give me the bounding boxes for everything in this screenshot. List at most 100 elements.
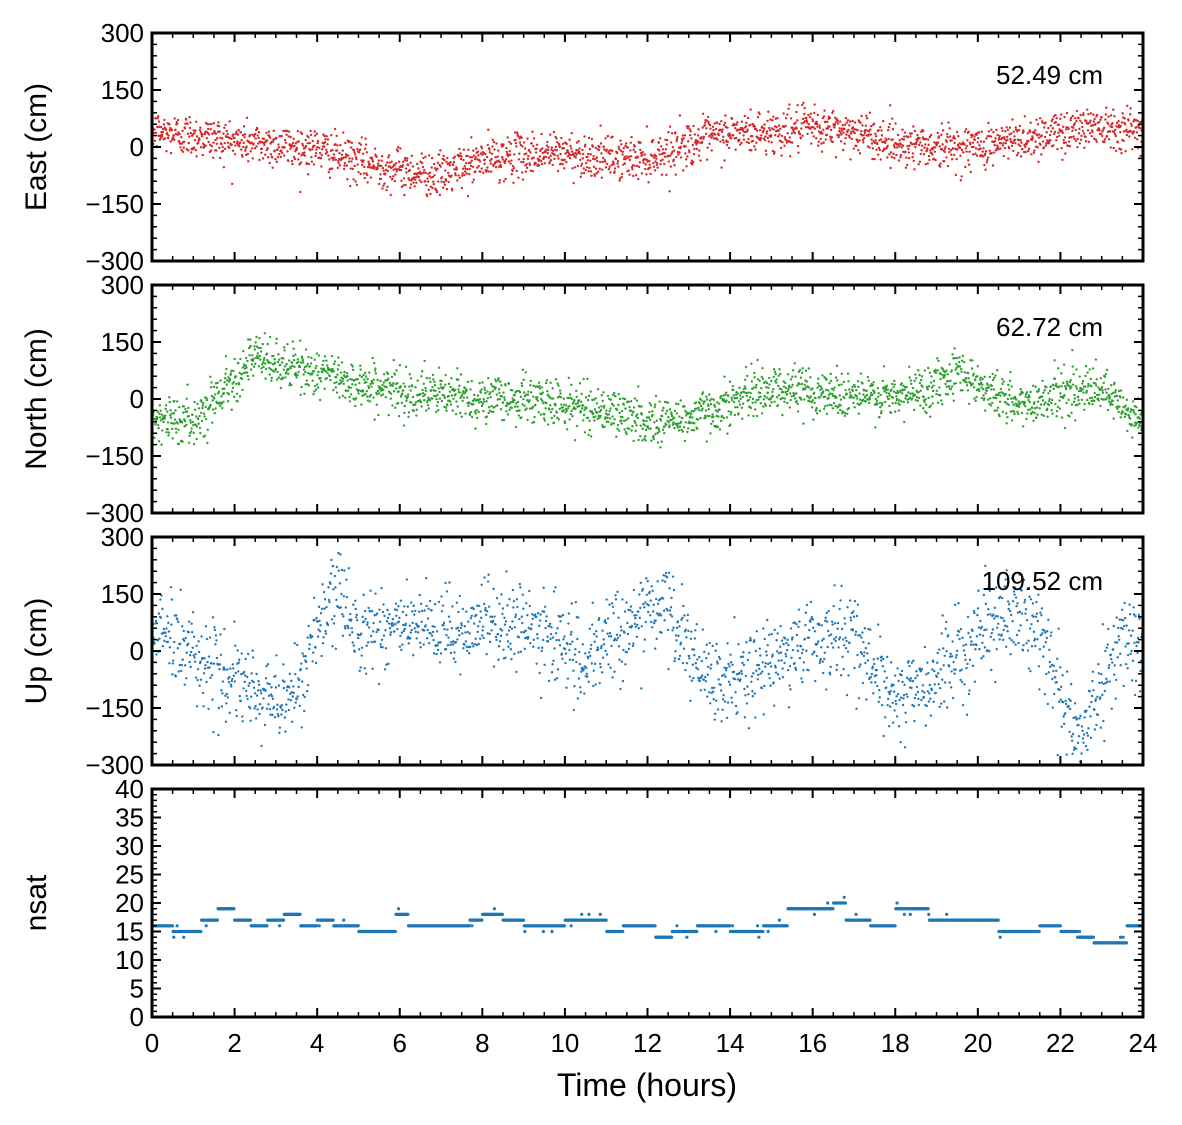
east-point: [1099, 132, 1103, 135]
north-point: [835, 396, 838, 399]
east-point: [870, 138, 873, 141]
north-point: [337, 356, 340, 359]
north-point: [777, 384, 780, 388]
east-point: [912, 125, 915, 128]
east-point: [999, 147, 1002, 150]
north-point: [650, 439, 653, 442]
east-point: [1057, 131, 1060, 134]
east-point: [907, 147, 910, 151]
east-point: [976, 136, 980, 140]
north-point: [449, 400, 452, 403]
east-point: [234, 144, 237, 147]
east-point: [257, 130, 261, 134]
north-point: [907, 391, 910, 394]
north-point: [280, 361, 284, 364]
east-point: [999, 142, 1003, 145]
east-point: [623, 162, 627, 165]
east-point: [819, 137, 822, 141]
north-point: [1075, 387, 1079, 390]
east-point: [1100, 116, 1103, 119]
east-point: [894, 122, 897, 125]
north-point: [200, 419, 204, 423]
north-point: [1052, 387, 1055, 390]
east-point: [949, 149, 953, 152]
north-point: [314, 388, 318, 391]
north-point: [474, 412, 478, 415]
east-point: [547, 156, 551, 160]
east-point: [845, 133, 848, 136]
east-point: [665, 138, 669, 142]
north-point: [216, 381, 219, 385]
north-point: [874, 426, 877, 429]
north-point: [248, 354, 251, 357]
east-point: [505, 146, 508, 150]
east-point: [610, 163, 613, 167]
north-point: [289, 366, 292, 370]
north-point: [316, 386, 320, 389]
east-point: [422, 171, 426, 174]
north-point: [853, 406, 856, 409]
east-point: [1015, 153, 1019, 157]
east-point: [1119, 148, 1123, 151]
north-point: [570, 409, 573, 413]
east-point: [669, 154, 672, 157]
east-point: [525, 162, 528, 166]
east-point: [313, 144, 316, 147]
east-point: [291, 141, 295, 145]
east-point: [1112, 146, 1115, 150]
north-point: [793, 397, 797, 400]
east-point: [1017, 128, 1021, 132]
north-point: [521, 403, 524, 406]
east-point: [547, 146, 550, 149]
east-point: [822, 115, 826, 118]
east-point: [709, 127, 712, 130]
east-point: [726, 140, 730, 143]
north-point: [635, 399, 639, 402]
north-point: [608, 417, 612, 420]
north-point: [301, 361, 305, 364]
east-point: [474, 170, 477, 173]
north-point: [620, 422, 623, 425]
north-point: [730, 396, 733, 399]
north-point: [725, 399, 728, 402]
east-point: [342, 131, 345, 134]
east-point: [950, 153, 953, 156]
north-point: [805, 380, 808, 383]
east-point: [725, 143, 729, 147]
north-point: [711, 413, 714, 416]
east-point: [1136, 119, 1139, 122]
north-point: [458, 411, 462, 415]
north-point: [943, 373, 946, 377]
north-point: [593, 408, 597, 411]
east-point: [418, 170, 422, 173]
east-point: [468, 155, 472, 159]
north-point: [865, 389, 868, 393]
north-point: [744, 387, 747, 390]
north-point: [288, 382, 292, 385]
north-point: [439, 383, 442, 386]
north-point: [611, 415, 614, 418]
north-point: [835, 364, 839, 368]
east-point: [1054, 113, 1057, 117]
north-point: [518, 409, 521, 412]
east-point: [658, 153, 661, 156]
east-point: [222, 166, 226, 169]
north-point: [522, 391, 526, 394]
east-point: [397, 160, 401, 163]
north-point: [160, 443, 163, 446]
east-point: [420, 180, 423, 184]
east-point: [905, 163, 909, 167]
east-point: [276, 148, 279, 151]
east-point: [530, 142, 533, 145]
north-point: [1089, 377, 1093, 381]
north-point: [314, 366, 317, 370]
north-point: [199, 411, 203, 415]
east-point: [837, 134, 841, 137]
east-point: [691, 163, 694, 166]
east-point: [468, 167, 471, 171]
east-point: [239, 131, 243, 134]
east-point: [943, 147, 947, 150]
east-point: [266, 147, 269, 150]
east-point: [625, 142, 628, 145]
east-point: [780, 134, 784, 138]
